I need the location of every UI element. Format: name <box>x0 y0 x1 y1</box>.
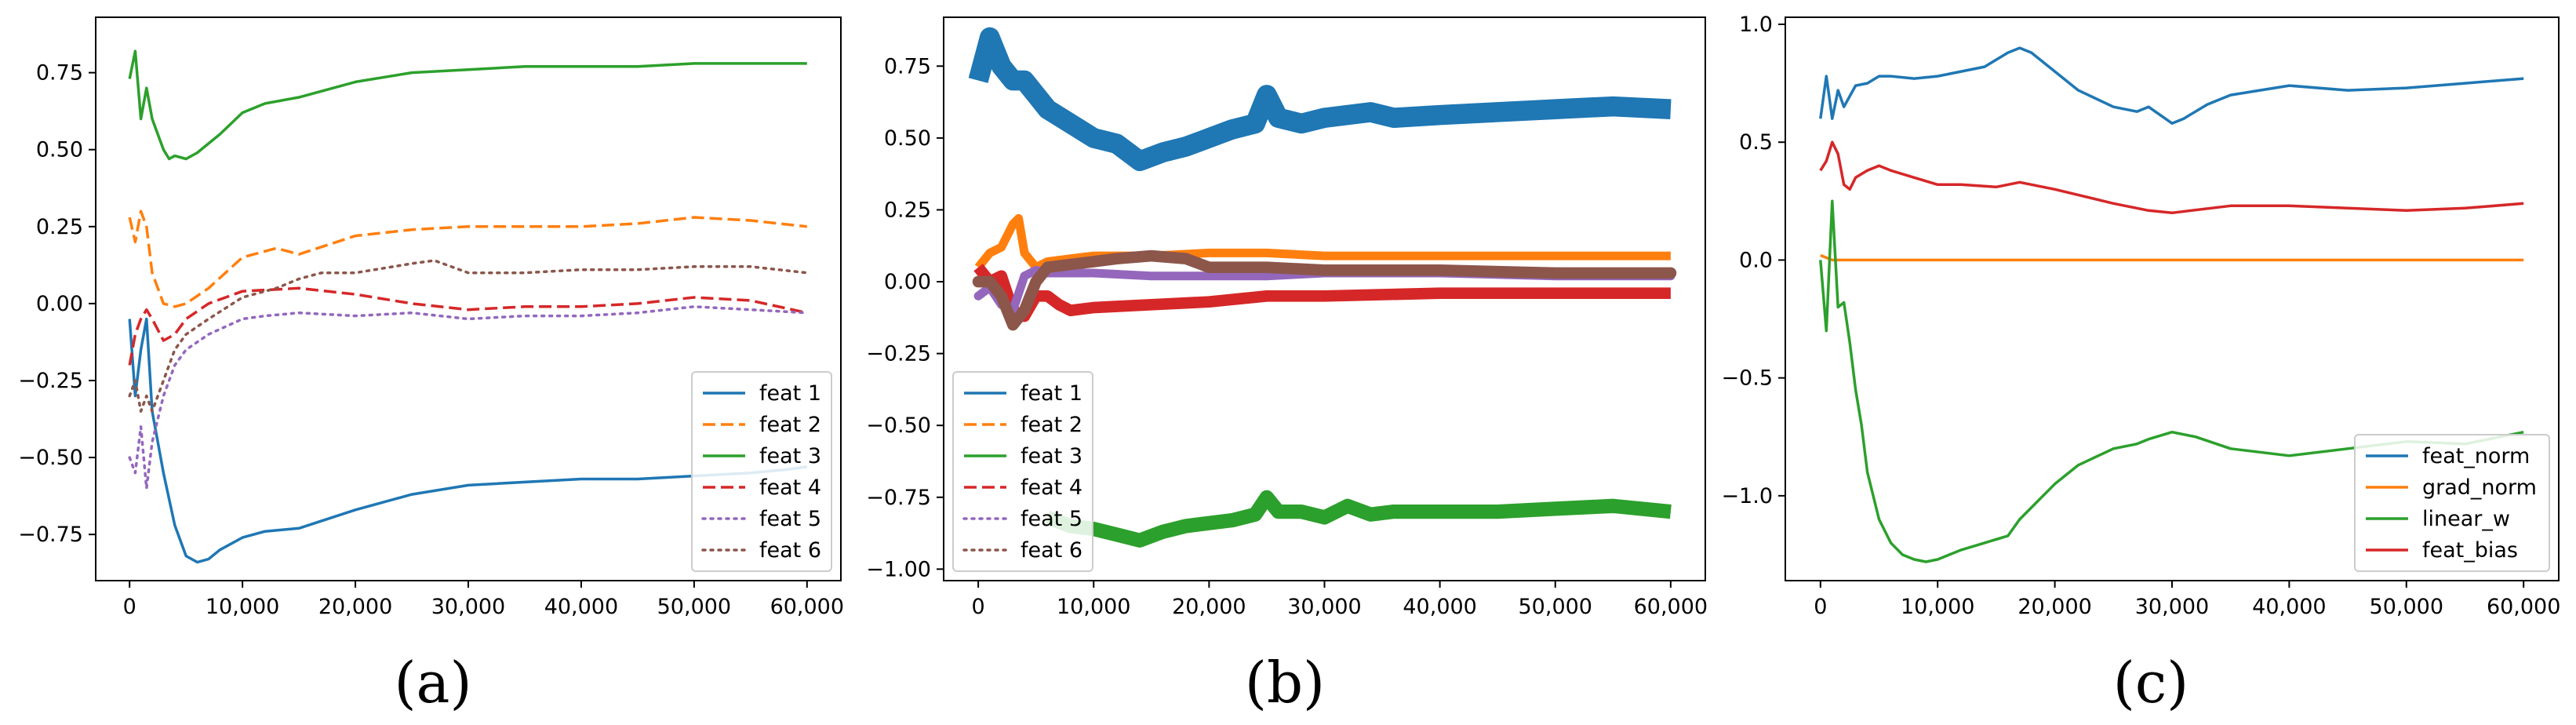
y-tick-label: 0.25 <box>36 215 83 239</box>
x-tick-label: 10,000 <box>1901 595 1974 619</box>
legend-entry: feat_bias <box>2422 538 2518 563</box>
series-line-feat-2 <box>128 209 807 308</box>
legend-entry: feat 2 <box>1021 413 1082 437</box>
y-tick-label: −1.0 <box>1721 484 1773 508</box>
legend: feat 1 feat 2 feat 3 feat 4 feat 5 feat 6 <box>952 371 1093 572</box>
x-tick-label: 20,000 <box>1172 595 1246 619</box>
y-tick-label: 0.75 <box>36 61 83 86</box>
legend-entry: linear_w <box>2422 507 2510 531</box>
series-line-feat-4 <box>973 264 1671 322</box>
x-tick-label: 30,000 <box>2135 595 2209 619</box>
legend-entry: feat 1 <box>1021 381 1082 406</box>
x-tick-label: 50,000 <box>1519 595 1592 619</box>
panel-label: (a) <box>394 650 471 716</box>
x-tick-label: 10,000 <box>206 595 279 619</box>
x-tick-label: 60,000 <box>1634 595 1708 619</box>
chart-panel-2: 0 10,000 20,000 30,000 40,000 50,000 60,000 −1.… <box>866 16 1708 716</box>
y-tick-label: −0.50 <box>18 446 83 470</box>
plot-area <box>128 49 809 564</box>
x-tick-label: 50,000 <box>2370 595 2443 619</box>
series-line-linear-w <box>1819 199 2524 563</box>
legend: feat 1 feat 2 feat 3 feat 4 feat 5 feat 6 <box>691 371 832 572</box>
y-tick-label: 0.00 <box>884 270 931 294</box>
legend-entry: feat 4 <box>759 475 821 500</box>
y-tick-label: 0.50 <box>884 126 931 151</box>
y-tick-label: 0.00 <box>36 292 83 316</box>
legend-entry: feat 6 <box>1021 538 1082 563</box>
plot-area <box>968 27 1677 548</box>
series-line-feat-3 <box>128 49 807 161</box>
legend: feat_norm grad_norm linear_w feat_bias <box>2354 434 2550 572</box>
chart-panel-1: 0 10,000 20,000 30,000 40,000 50,000 60,000 −0.… <box>18 16 844 716</box>
series-line-grad-norm <box>1820 253 2524 262</box>
y-tick-label: 0.0 <box>1739 248 1773 272</box>
x-tick-label: 60,000 <box>2487 595 2560 619</box>
series-line-feat-3 <box>1045 490 1672 548</box>
series-line-feat-6 <box>128 259 809 413</box>
series-line-feat-4 <box>128 286 808 366</box>
series-line-feat-norm <box>1819 46 2524 125</box>
legend-box <box>2354 434 2550 572</box>
y-tick-label: −1.00 <box>866 557 931 581</box>
series-line-feat-5 <box>128 305 809 490</box>
x-tick-label: 0 <box>123 595 136 619</box>
y-tick-label: 1.0 <box>1739 13 1773 37</box>
y-tick-label: 0.50 <box>36 138 83 162</box>
x-tick-label: 20,000 <box>318 595 392 619</box>
x-tick-label: 40,000 <box>1403 595 1476 619</box>
x-tick-label: 40,000 <box>544 595 618 619</box>
y-tick-label: −0.5 <box>1721 366 1773 391</box>
legend-entry: feat 3 <box>1021 444 1082 468</box>
y-tick-label: −0.50 <box>866 414 931 438</box>
series-line-feat-6 <box>972 250 1677 331</box>
legend-entry: grad_norm <box>2422 475 2537 500</box>
x-tick-label: 60,000 <box>770 595 844 619</box>
x-tick-label: 40,000 <box>2252 595 2326 619</box>
x-tick-label: 0 <box>1814 595 1827 619</box>
x-tick-label: 0 <box>972 595 985 619</box>
chart-panel-3: 0 10,000 20,000 30,000 40,000 50,000 60,000 −1.… <box>1721 13 2560 716</box>
x-tick-label: 10,000 <box>1057 595 1130 619</box>
legend-entry: feat 5 <box>759 507 821 531</box>
y-tick-label: −0.75 <box>866 486 931 510</box>
y-tick-label: 0.25 <box>884 198 931 222</box>
series-line-feat-1 <box>968 27 1672 171</box>
legend-entry: feat 5 <box>1021 507 1082 531</box>
panel-label: (c) <box>2113 650 2189 716</box>
y-tick-label: −0.25 <box>18 369 83 393</box>
legend-entry: feat 3 <box>759 444 821 468</box>
series-line-feat-1 <box>128 317 808 564</box>
y-tick-label: −0.75 <box>18 523 83 547</box>
legend-entry: feat_norm <box>2422 444 2530 468</box>
y-tick-label: 0.75 <box>884 54 931 78</box>
plot-area <box>1819 46 2524 563</box>
series-line-feat-bias <box>1819 140 2524 215</box>
x-tick-label: 30,000 <box>431 595 505 619</box>
y-tick-label: −0.25 <box>866 342 931 366</box>
legend-entry: feat 6 <box>759 538 821 563</box>
panel-label: (b) <box>1245 650 1325 716</box>
legend-entry: feat 1 <box>759 381 821 406</box>
x-tick-label: 50,000 <box>657 595 731 619</box>
x-tick-label: 30,000 <box>1287 595 1361 619</box>
legend-entry: feat 2 <box>759 413 821 437</box>
y-tick-label: 0.5 <box>1739 130 1773 155</box>
x-tick-label: 20,000 <box>2018 595 2091 619</box>
legend-box <box>952 371 1093 572</box>
legend-entry: feat 4 <box>1021 475 1082 500</box>
legend-box <box>691 371 832 572</box>
